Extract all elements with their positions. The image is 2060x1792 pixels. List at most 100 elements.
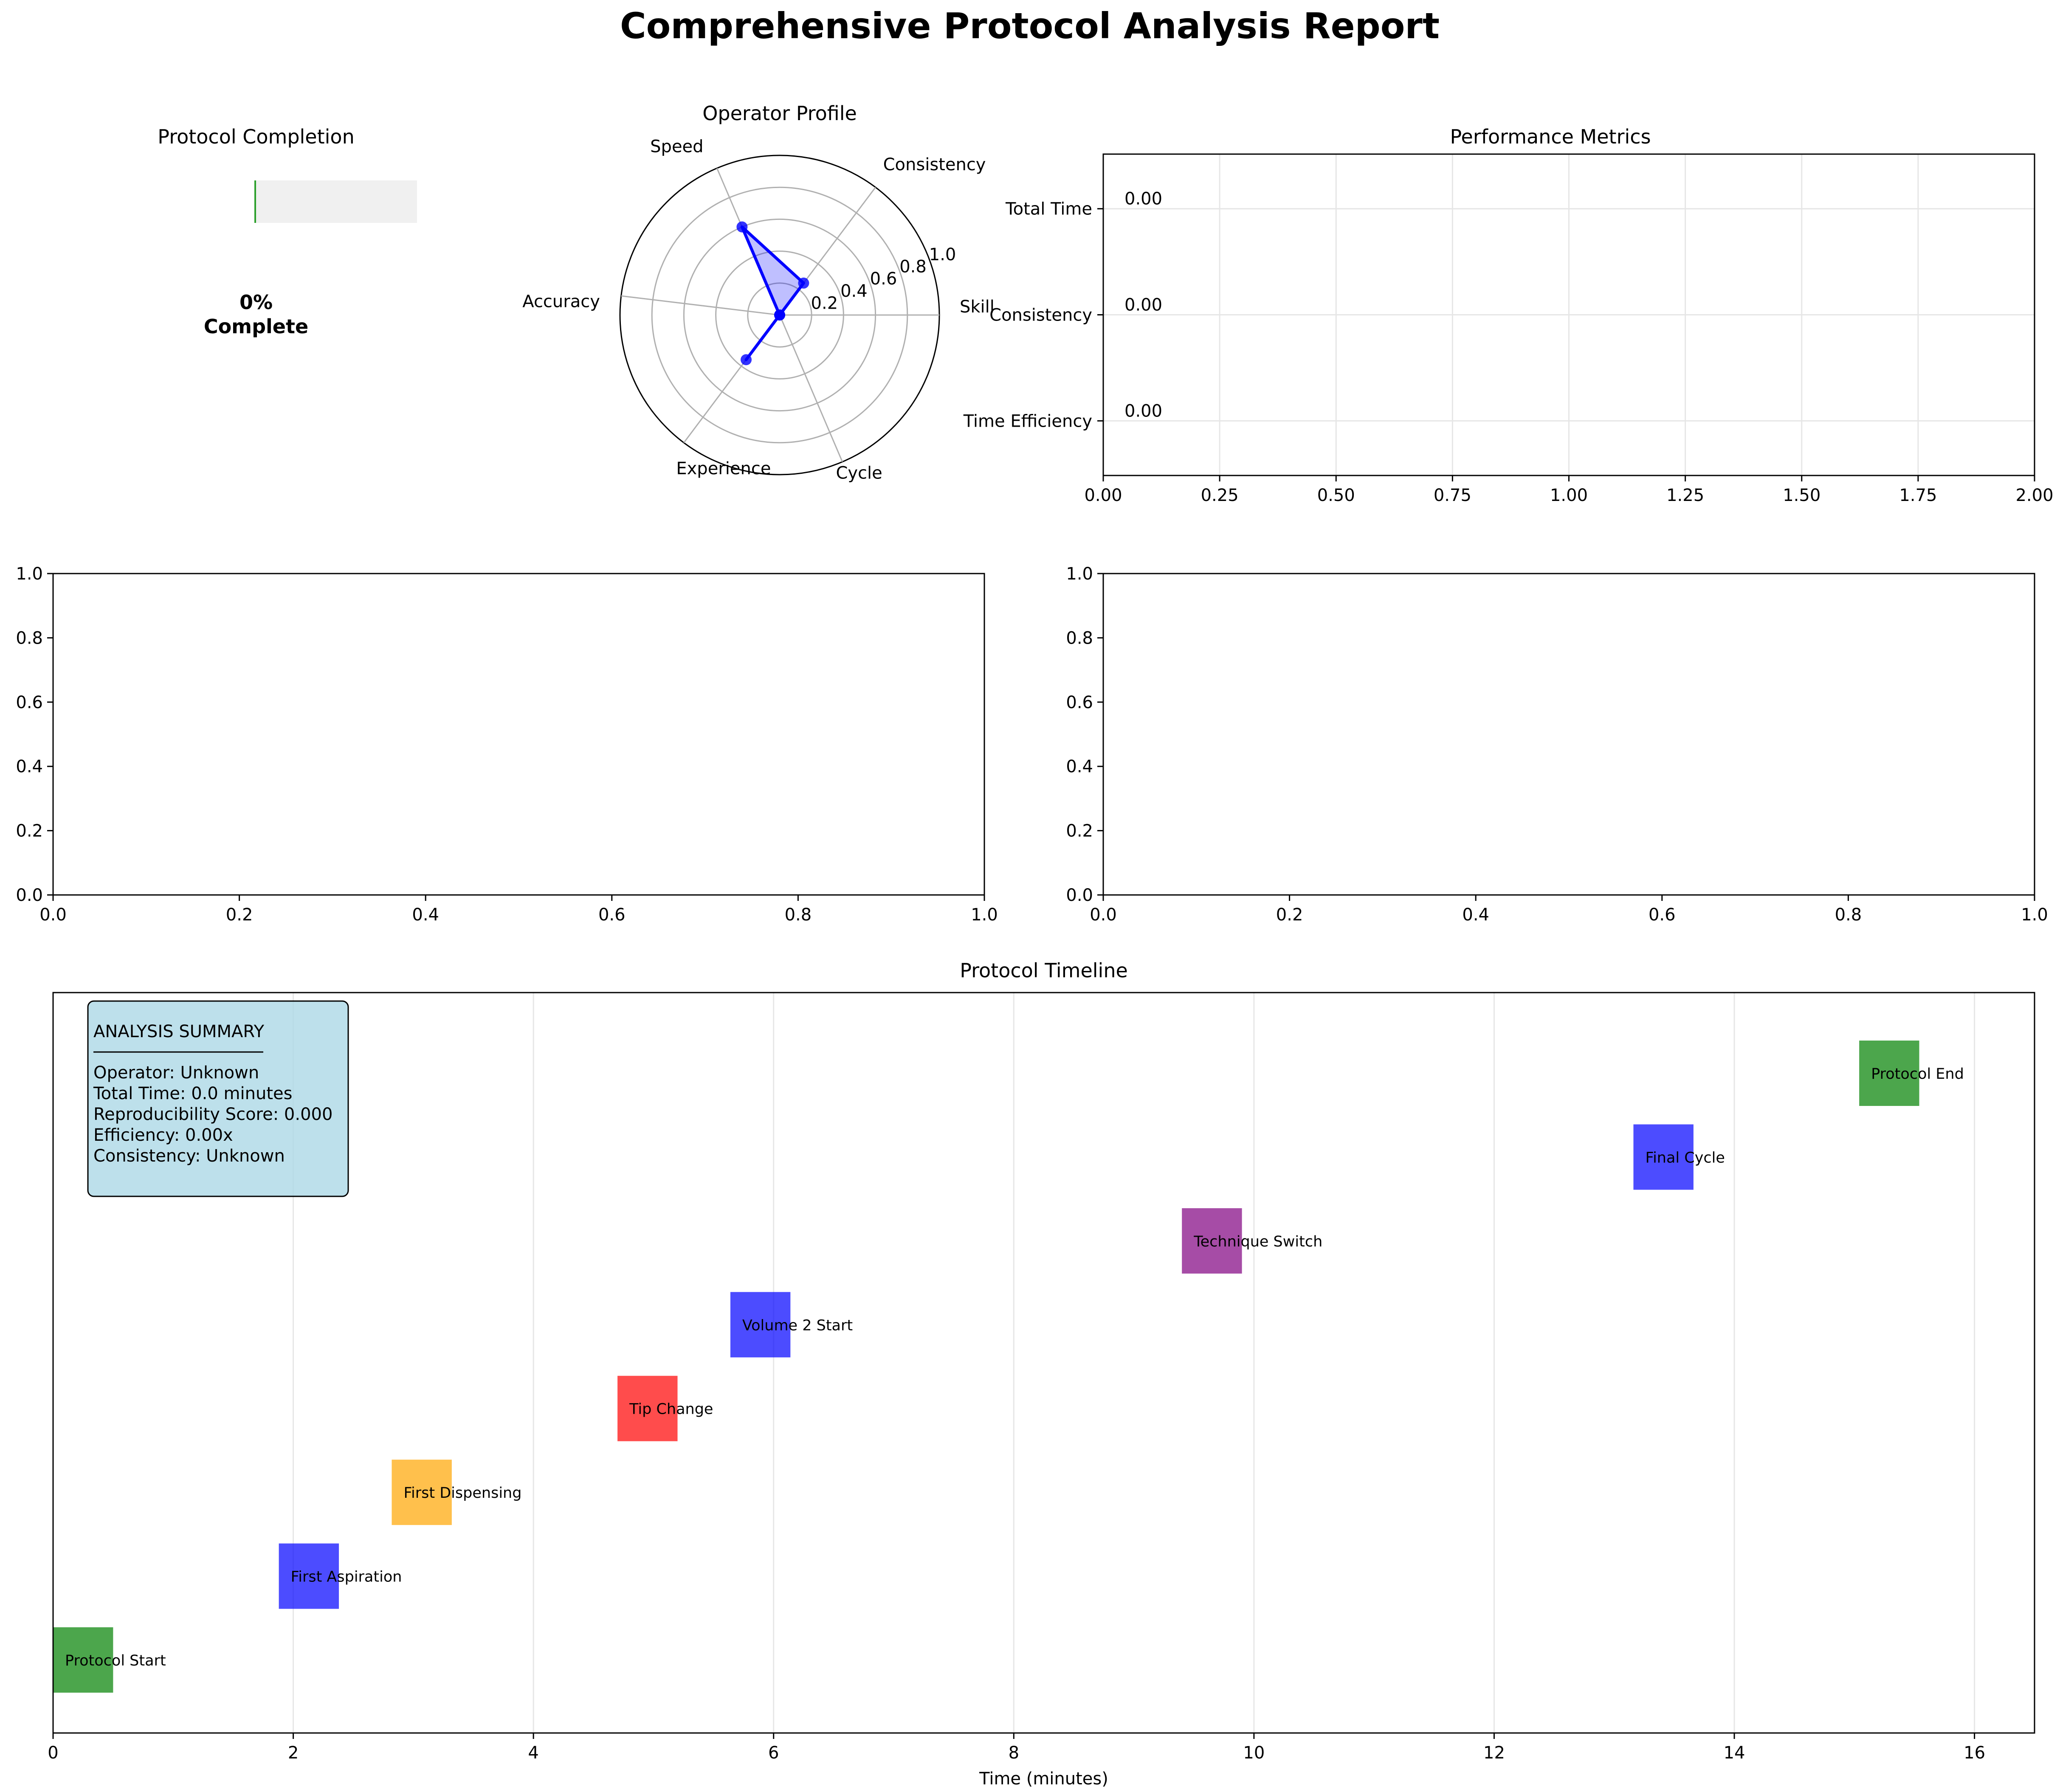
timeline-x-tick-label: 14 <box>1724 1743 1745 1763</box>
radar-spoke <box>779 315 843 462</box>
metrics-panel: Performance Metrics 0.00 0.25 0.50 0.75 1.00… <box>963 125 2054 505</box>
metrics-x-tick-label: 0.50 <box>1317 486 1355 505</box>
radar-point <box>741 354 752 366</box>
completion-title: Protocol Completion <box>158 125 354 148</box>
metrics-value-label: 0.00 <box>1124 401 1162 421</box>
radar-axis-label: Consistency <box>883 155 986 174</box>
axes-frame <box>1102 573 2035 896</box>
metrics-value-label: 0.00 <box>1124 295 1162 315</box>
radar-tick-label: 0.2 <box>811 293 838 313</box>
timeline-event-bar <box>1633 1124 1694 1190</box>
y-tick-label: 0.6 <box>16 693 43 712</box>
summary-background <box>87 1000 349 1197</box>
timeline-event-label: First Aspiration <box>291 1569 402 1586</box>
timeline-x-tick-label: 8 <box>1009 1743 1019 1763</box>
timeline-event-bar <box>392 1460 452 1525</box>
x-tick-label: 0.2 <box>1276 905 1303 925</box>
radar-point <box>798 277 809 289</box>
timeline-event-bar <box>617 1376 678 1441</box>
radar-axis-label: Cycle <box>836 463 882 483</box>
metrics-x-tick-label: 0.25 <box>1201 486 1239 505</box>
y-tick-label: 0.8 <box>16 628 43 648</box>
timeline-x-tick-label: 12 <box>1483 1743 1505 1763</box>
axes-frame <box>52 992 2035 1734</box>
y-tick-label: 0.4 <box>16 757 43 776</box>
timeline-panel: Protocol Timeline 0 2 4 6 8 10 12 14 16 Protocol … <box>48 959 2035 1789</box>
summary-consistency: Consistency: Unknown <box>93 1146 285 1166</box>
timeline-event-label: Tip Change <box>629 1401 713 1418</box>
y-tick-label: 0.6 <box>1066 693 1093 712</box>
radar-tick-label: 0.4 <box>840 281 868 301</box>
metrics-category-label: Total Time <box>1005 200 1092 219</box>
x-tick-label: 0.0 <box>39 905 67 925</box>
x-tick-label: 0.8 <box>785 905 812 925</box>
x-tick-label: 0.6 <box>598 905 626 925</box>
x-tick-label: 1.0 <box>971 905 998 925</box>
timeline-x-tick-label: 4 <box>528 1743 538 1763</box>
x-tick-label: 0.4 <box>1462 905 1489 925</box>
y-tick-label: 0.2 <box>1066 821 1093 841</box>
analysis-summary-box: ANALYSIS SUMMARY Operator: Unknown Total… <box>87 1000 349 1197</box>
radar-tick-label: 0.6 <box>870 269 897 289</box>
x-tick-label: 1.0 <box>2021 905 2048 925</box>
metrics-category-label: Time Efficiency <box>963 411 1092 431</box>
x-tick-label: 0.4 <box>412 905 439 925</box>
radar-spoke <box>621 295 780 316</box>
y-tick-label: 0.4 <box>1066 757 1093 776</box>
y-tick-label: 0.0 <box>1066 886 1093 905</box>
radar-panel: Operator Profile 0.20.40.60.81.0 Skill Con… <box>522 102 995 483</box>
empty-right-panel: 0.0 0.2 0.4 0.6 0.8 1.0 0.0 0.2 0.4 0.6 0.8 1.0 <box>1066 564 2048 925</box>
timeline-event-bar <box>279 1543 339 1609</box>
timeline-x-tick-label: 10 <box>1243 1743 1265 1763</box>
y-tick-label: 0.2 <box>16 821 43 841</box>
completion-track <box>254 180 417 223</box>
radar-tick-label: 0.8 <box>899 257 927 277</box>
summary-operator: Operator: Unknown <box>93 1063 259 1083</box>
y-tick-label: 1.0 <box>16 564 43 584</box>
summary-reproducibility: Reproducibility Score: 0.000 <box>93 1105 333 1124</box>
timeline-x-tick-label: 2 <box>288 1743 299 1763</box>
completion-panel: Protocol Completion 0% Complete <box>158 125 417 338</box>
timeline-event-bar <box>1859 1041 1919 1106</box>
metrics-x-tick-label: 0.75 <box>1434 486 1471 505</box>
summary-heading: ANALYSIS SUMMARY <box>93 1022 265 1041</box>
completion-status-label: Complete <box>204 315 308 338</box>
radar-point <box>736 221 748 233</box>
report-title: Comprehensive Protocol Analysis Report <box>620 5 1440 47</box>
summary-total-time: Total Time: 0.0 minutes <box>93 1084 292 1103</box>
timeline-event-bar <box>730 1292 791 1358</box>
radar-series-area <box>740 225 805 361</box>
x-tick-label: 0.0 <box>1090 905 1117 925</box>
timeline-xlabel: Time (minutes) <box>979 1769 1108 1789</box>
y-tick-label: 1.0 <box>1066 564 1093 584</box>
timeline-event-label: Volume 2 Start <box>742 1317 853 1334</box>
completion-percent-label: 0% <box>240 291 273 314</box>
radar-tick-label: 1.0 <box>929 245 956 264</box>
summary-efficiency: Efficiency: 0.00x <box>93 1125 233 1145</box>
radar-axis-label: Experience <box>676 459 771 478</box>
x-tick-label: 0.6 <box>1649 905 1676 925</box>
metrics-x-tick-label: 0.00 <box>1084 486 1122 505</box>
metrics-x-tick-label: 1.25 <box>1666 486 1704 505</box>
timeline-x-tick-label: 6 <box>768 1743 779 1763</box>
metrics-category-label: Consistency <box>989 306 1092 325</box>
timeline-event-label: Protocol End <box>1871 1066 1964 1083</box>
y-tick-label: 0.0 <box>16 886 43 905</box>
timeline-event-bar <box>53 1627 113 1693</box>
axes-frame <box>1102 153 2035 476</box>
timeline-x-tick-label: 16 <box>1964 1743 1985 1763</box>
timeline-title: Protocol Timeline <box>960 959 1128 982</box>
radar-point <box>774 309 785 321</box>
x-tick-label: 0.2 <box>226 905 253 925</box>
timeline-event-label: Technique Switch <box>1193 1233 1322 1250</box>
metrics-value-label: 0.00 <box>1124 189 1162 209</box>
timeline-x-tick-label: 0 <box>48 1743 58 1763</box>
radar-title: Operator Profile <box>702 102 857 125</box>
metrics-x-tick-label: 1.75 <box>1899 486 1937 505</box>
radar-axis-label: Skill <box>960 297 995 317</box>
metrics-x-tick-label: 1.50 <box>1783 486 1820 505</box>
empty-left-panel: 0.0 0.2 0.4 0.6 0.8 1.0 0.0 0.2 0.4 0.6 0.8 1.0 <box>16 564 998 925</box>
timeline-event-label: Protocol Start <box>65 1652 166 1669</box>
